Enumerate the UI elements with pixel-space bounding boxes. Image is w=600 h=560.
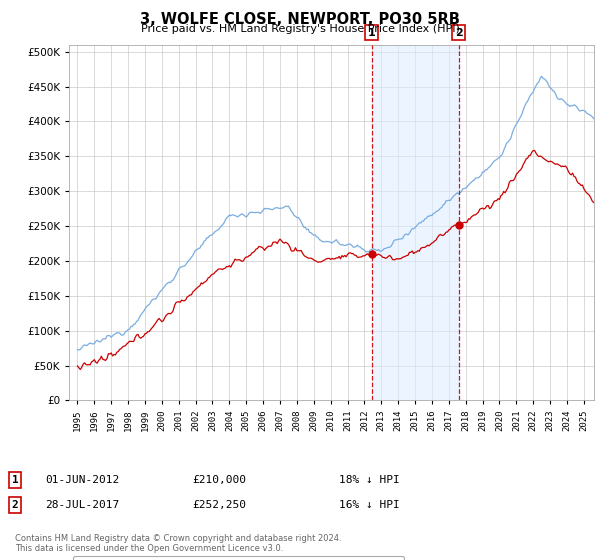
- Text: £252,250: £252,250: [192, 500, 246, 510]
- Text: £210,000: £210,000: [192, 475, 246, 485]
- Text: 16% ↓ HPI: 16% ↓ HPI: [339, 500, 400, 510]
- Bar: [371, 45, 458, 400]
- Text: 01-JUN-2012: 01-JUN-2012: [45, 475, 119, 485]
- Text: 3, WOLFE CLOSE, NEWPORT, PO30 5RB: 3, WOLFE CLOSE, NEWPORT, PO30 5RB: [140, 12, 460, 27]
- Text: Contains HM Land Registry data © Crown copyright and database right 2024.
This d: Contains HM Land Registry data © Crown c…: [15, 534, 341, 553]
- Text: 1: 1: [11, 475, 19, 485]
- Text: 1: 1: [368, 27, 376, 38]
- Text: 28-JUL-2017: 28-JUL-2017: [45, 500, 119, 510]
- Text: 2: 2: [455, 27, 463, 38]
- Text: 18% ↓ HPI: 18% ↓ HPI: [339, 475, 400, 485]
- Legend: 3, WOLFE CLOSE, NEWPORT, PO30 5RB (detached house), HPI: Average price, detached: 3, WOLFE CLOSE, NEWPORT, PO30 5RB (detac…: [73, 556, 404, 560]
- Text: 2: 2: [11, 500, 19, 510]
- Text: Price paid vs. HM Land Registry's House Price Index (HPI): Price paid vs. HM Land Registry's House …: [140, 24, 460, 34]
